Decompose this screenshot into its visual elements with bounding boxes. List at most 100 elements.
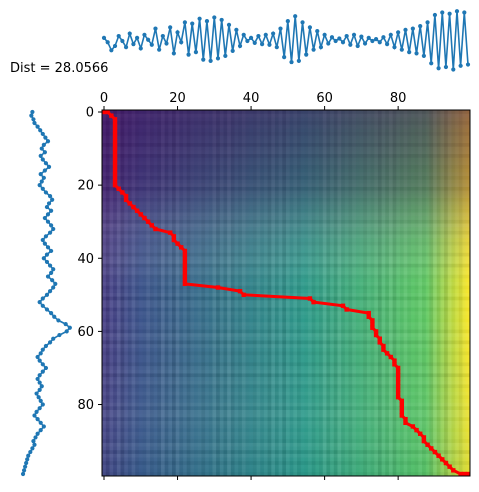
top-series-point (109, 48, 114, 53)
left-series-point (34, 409, 39, 414)
top-series-point (403, 27, 408, 32)
warping-path-point (418, 431, 423, 436)
warping-path-point (465, 471, 471, 477)
top-series-point (208, 58, 213, 63)
left-series-point (35, 431, 40, 436)
warping-path-point (370, 318, 375, 323)
left-series-point (47, 230, 53, 235)
left-series-point (56, 318, 61, 323)
warping-path-point (127, 201, 132, 206)
left-series-point (51, 336, 56, 341)
top-series-point (175, 30, 180, 35)
left-series-point (43, 135, 48, 140)
left-series-point (37, 406, 42, 411)
left-series-point (39, 384, 44, 389)
warping-path-point (112, 135, 118, 140)
left-series-point (43, 234, 49, 239)
top-series-point (373, 37, 379, 42)
warping-path-point (182, 252, 188, 257)
warping-path-point (462, 471, 467, 477)
top-series-point (293, 14, 298, 19)
left-series-point (28, 449, 33, 455)
warping-path-point (109, 113, 114, 118)
top-series-point (300, 20, 305, 25)
warping-path-point (145, 219, 151, 224)
left-series-point (44, 204, 50, 210)
top-series-point (164, 41, 169, 46)
warping-path-point (167, 230, 173, 235)
warping-path-point (131, 204, 136, 210)
left-series-point (33, 435, 38, 440)
warping-path-point (112, 117, 118, 122)
warping-path-point (112, 175, 118, 181)
left-series-point (42, 150, 47, 155)
top-series-point (311, 47, 316, 52)
left-series-point (25, 457, 30, 462)
warping-path-point (112, 160, 118, 166)
top-series-point (414, 51, 419, 56)
y-tick-label: 80 (77, 398, 94, 413)
top-series-point (245, 38, 250, 44)
top-series-point (271, 31, 276, 36)
left-series-point (45, 274, 51, 279)
top-series-point (127, 31, 132, 36)
left-series-point (47, 289, 53, 294)
warping-path-point (399, 402, 405, 407)
top-series-point (186, 52, 191, 57)
left-series-point (46, 201, 52, 206)
warping-path-point (116, 186, 121, 191)
warping-path-point (392, 358, 397, 363)
left-series-point (38, 172, 43, 177)
top-series-point (333, 38, 338, 44)
top-series-point (381, 35, 386, 40)
top-series-point (429, 61, 434, 66)
warping-path-point (388, 354, 393, 360)
left-series-point (40, 131, 45, 137)
left-series-point (31, 438, 36, 444)
left-series-point (40, 186, 45, 191)
warping-path-point (149, 223, 154, 228)
top-series-point (304, 52, 309, 57)
left-series-point (49, 270, 54, 275)
left-axis: 0 20 40 60 80 (77, 106, 102, 413)
top-series-point (282, 55, 287, 60)
left-series-point (63, 321, 68, 327)
top-series-point (182, 20, 187, 25)
top-series-panel (101, 9, 471, 72)
top-series-point (234, 27, 239, 32)
warping-path-point (395, 395, 401, 400)
warping-path-point (395, 391, 401, 396)
top-series-point (223, 53, 228, 58)
top-series-point (451, 67, 456, 72)
left-series-point (43, 190, 49, 195)
top-series-point (138, 46, 143, 51)
left-series-point (43, 365, 49, 371)
warping-path-point (112, 131, 118, 137)
left-series-point (37, 373, 42, 378)
left-series-point (52, 314, 57, 319)
left-series-point (29, 113, 34, 118)
top-series-point (399, 47, 404, 52)
top-series-point (362, 41, 368, 46)
warping-path-point (392, 362, 397, 367)
warping-path-point (112, 157, 118, 162)
top-series-point (410, 26, 415, 31)
warping-path-point (179, 245, 184, 250)
top-series-point (142, 32, 147, 37)
top-series-point (197, 16, 202, 21)
y-tick-label: 60 (77, 325, 94, 340)
warping-path-point (377, 336, 382, 341)
left-series-point (40, 157, 45, 162)
warping-path-point (395, 376, 401, 382)
left-series-point (23, 464, 28, 469)
warping-path-point (399, 409, 405, 415)
bottom-axis (103, 476, 399, 480)
top-series-point (201, 57, 206, 62)
warping-path-point (182, 267, 188, 272)
warping-path-point (237, 288, 243, 294)
top-series-point (326, 41, 331, 46)
top-series-point (392, 45, 397, 50)
warping-path-point (134, 208, 140, 213)
left-series-point (40, 362, 45, 367)
warping-path-point (182, 270, 188, 276)
